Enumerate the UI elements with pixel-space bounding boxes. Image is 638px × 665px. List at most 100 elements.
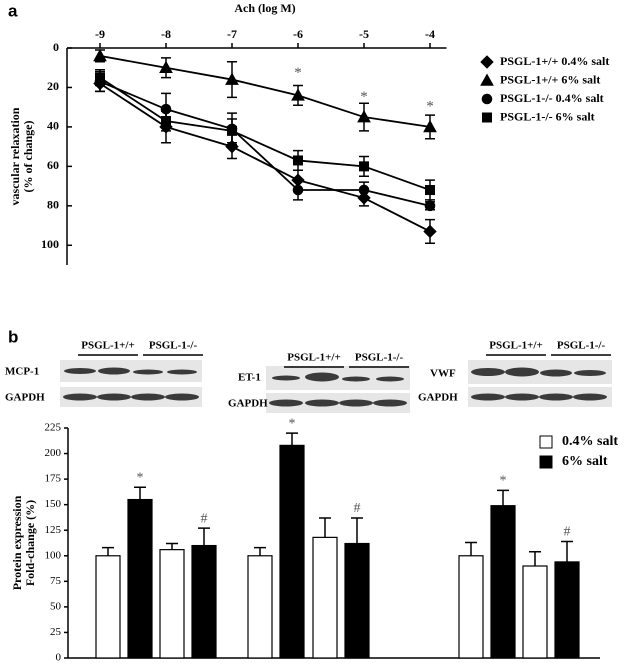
bar — [344, 542, 370, 659]
significance-marker: * — [137, 471, 144, 486]
series-line — [99, 55, 431, 128]
protein-label: ET-1 — [238, 372, 261, 384]
x-tick-label: -6 — [293, 27, 303, 41]
point — [159, 60, 173, 74]
point — [357, 110, 371, 123]
loading-label: GAPDH — [228, 398, 268, 410]
y-tick-label: 100 — [45, 549, 62, 561]
significance-marker: # — [564, 525, 571, 540]
genotype-label: PSGL-1+/+ — [489, 340, 543, 352]
legend-label: PSGL-1+/+ 0.4% salt — [500, 54, 609, 68]
legend-label: PSGL-1-/- 0.4% salt — [500, 91, 604, 105]
y-tick-label: 60 — [47, 158, 59, 172]
y-tick-label: 100 — [41, 237, 59, 251]
significance-marker: * — [500, 474, 507, 489]
legend-marker — [480, 73, 494, 86]
y-axis-title: Fold-change (%) — [23, 500, 37, 586]
significance-marker: * — [289, 416, 296, 431]
point — [161, 115, 171, 126]
point — [423, 224, 437, 239]
y-tick-label: 150 — [45, 498, 62, 510]
y-tick-label: 25 — [50, 626, 62, 638]
x-tick-label: -9 — [95, 27, 105, 41]
protein-label: MCP-1 — [5, 366, 39, 378]
error-bar — [561, 540, 573, 562]
bar — [247, 555, 273, 659]
error-bar — [134, 486, 146, 500]
y-tick-label: 175 — [45, 473, 62, 485]
bar — [490, 505, 516, 659]
y-tick-label: 80 — [47, 198, 59, 212]
genotype-label: PSGL-1+/+ — [287, 352, 341, 364]
legend-label: PSGL-1-/- 6% salt — [500, 109, 595, 123]
error-bar — [102, 546, 114, 556]
panel-label: a — [8, 1, 18, 20]
genotype-label: PSGL-1-/- — [355, 352, 404, 364]
y-axis-title: vascular relaxation — [8, 107, 22, 205]
error-bar — [254, 546, 266, 556]
y-tick-label: 225 — [45, 422, 62, 434]
error-bar — [465, 541, 477, 556]
y-tick-label: 40 — [47, 119, 59, 133]
point — [359, 161, 369, 172]
genotype-label: PSGL-1+/+ — [81, 340, 135, 352]
loading-label: GAPDH — [418, 392, 458, 404]
blot-images — [60, 360, 612, 413]
significance-marker: # — [354, 501, 361, 516]
error-bar — [198, 527, 210, 546]
series-line — [99, 80, 431, 207]
point — [95, 72, 105, 83]
error-bar — [166, 542, 178, 550]
x-tick-label: -7 — [227, 27, 237, 41]
series-line — [99, 76, 431, 191]
bar — [127, 498, 153, 659]
x-tick-label: -8 — [161, 27, 171, 41]
bar — [279, 444, 305, 659]
genotype-label: PSGL-1-/- — [149, 340, 198, 352]
y-tick-label: 50 — [50, 600, 62, 612]
legend-swatch — [539, 435, 553, 449]
annotation: * — [426, 99, 434, 115]
y-tick-label: 20 — [47, 79, 59, 93]
point — [291, 88, 305, 101]
bar — [191, 544, 217, 659]
y-axis-title: Protein expression — [10, 495, 24, 590]
y-tick-label: 125 — [45, 524, 62, 536]
bar — [554, 561, 580, 659]
y-tick-label: 75 — [50, 575, 62, 587]
annotation: * — [294, 65, 302, 81]
loading-label: GAPDH — [5, 392, 45, 404]
bar — [95, 555, 121, 659]
bar — [458, 555, 484, 659]
error-bar — [286, 432, 298, 446]
bar — [522, 565, 548, 659]
x-axis-title: Ach (log M) — [234, 1, 295, 15]
legend-swatch — [539, 455, 553, 469]
bar — [312, 536, 338, 659]
legend-marker — [482, 112, 492, 123]
legend-label: 6% salt — [562, 454, 608, 469]
point — [227, 125, 237, 136]
point — [93, 48, 107, 62]
point — [358, 184, 370, 196]
y-tick-label: 200 — [45, 447, 62, 459]
protein-label: VWF — [430, 368, 456, 380]
error-bar — [529, 550, 541, 566]
annotation: * — [360, 89, 368, 105]
point — [424, 200, 436, 212]
point — [293, 155, 303, 166]
legend-marker — [480, 55, 494, 69]
x-tick-label: -4 — [425, 27, 435, 41]
point — [225, 72, 239, 85]
y-axis-title: (% of change) — [21, 121, 35, 193]
error-bar — [351, 517, 363, 544]
bar — [159, 549, 185, 659]
genotype-label: PSGL-1-/- — [557, 340, 606, 352]
significance-marker: # — [201, 511, 208, 526]
y-tick-label: 0 — [56, 652, 62, 664]
legend-label: 0.4% salt — [562, 434, 618, 449]
series-line — [99, 82, 431, 233]
panel-label: b — [8, 327, 18, 346]
point — [292, 184, 304, 196]
